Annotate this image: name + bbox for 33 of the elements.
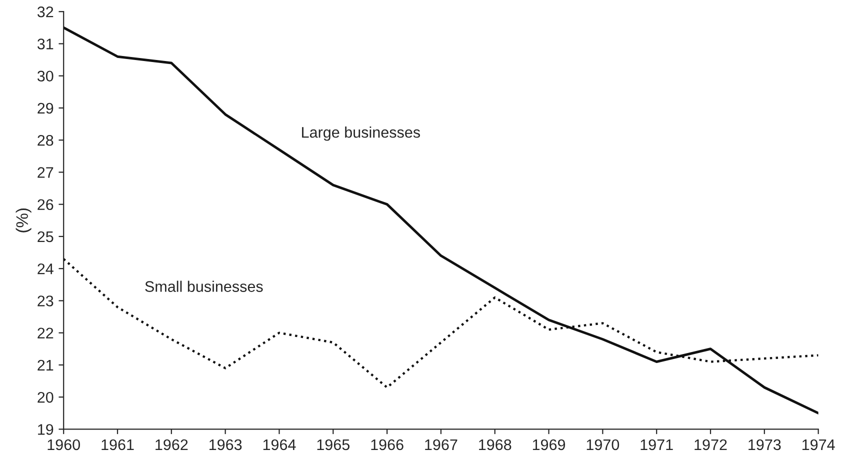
y-tick-label: 30 — [37, 70, 54, 82]
y-tick-label: 28 — [38, 134, 54, 146]
x-tick-label: 1974 — [802, 439, 835, 450]
x-tick-label: 1964 — [263, 439, 296, 450]
y-tick-label: 20 — [38, 392, 54, 403]
x-tick-label: 1966 — [371, 439, 404, 450]
x-tick-label: 1960 — [48, 439, 80, 450]
y-tick-label: 19 — [38, 424, 54, 435]
y-tick-label: 21 — [38, 360, 54, 370]
y-tick-label: 23 — [38, 296, 54, 306]
x-tick-label: 1969 — [532, 439, 566, 450]
x-tick-label: 1963 — [210, 439, 242, 450]
x-tick-label: 1970 — [586, 439, 620, 450]
y-tick-label: 25 — [38, 231, 54, 242]
y-tick-label: 31 — [37, 38, 54, 50]
x-tick-label: 1972 — [694, 439, 727, 450]
series-label: Large businesses — [302, 126, 420, 141]
x-tick-label: 1971 — [640, 439, 673, 450]
series-label: Small businesses — [145, 280, 263, 292]
x-tick-label: 1962 — [156, 439, 188, 450]
line-series — [64, 26, 818, 414]
x-tick-label: 1968 — [479, 439, 512, 450]
y-tick-label: 22 — [38, 328, 54, 338]
y-tick-label: 32 — [37, 6, 54, 18]
x-tick-label: 1967 — [425, 439, 458, 450]
y-tick-label: 29 — [38, 102, 54, 114]
x-tick-label: 1965 — [317, 439, 350, 450]
x-tick-label: 1973 — [748, 439, 781, 450]
y-tick-label: 24 — [38, 263, 54, 274]
y-tick-label: 27 — [38, 167, 54, 178]
x-tick-label: 1961 — [102, 439, 134, 450]
y-tick-label: 26 — [38, 199, 54, 210]
y-axis-title: (%) — [16, 208, 32, 232]
